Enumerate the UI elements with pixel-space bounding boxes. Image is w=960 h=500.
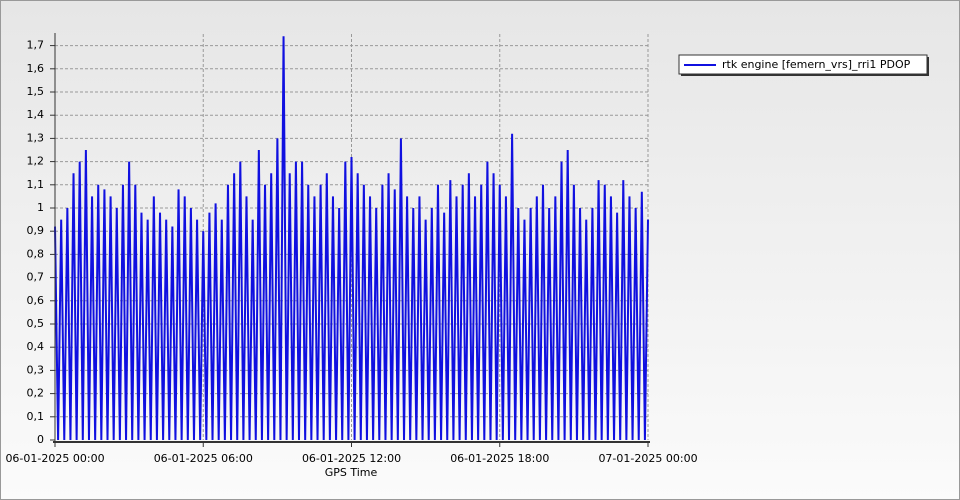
y-tick-label: 0,6 [27,294,45,307]
x-axis-title: GPS Time [325,466,378,479]
y-tick-label: 0,3 [27,363,45,376]
y-tick-label: 0,8 [27,247,45,260]
y-tick-label: 1,7 [27,39,45,52]
y-tick-label: 1,1 [27,178,45,191]
y-tick-label: 1,2 [27,155,45,168]
y-tick-label: 0,5 [27,317,45,330]
y-tick-label: 1 [37,201,44,214]
series-line [54,36,649,441]
x-tick-label: 07-01-2025 00:00 [598,452,697,465]
y-tick-label: 1,4 [27,108,45,121]
y-tick-label: 1,5 [27,85,45,98]
y-tick-label: 0,4 [27,340,45,353]
y-tick-label: 0 [37,433,44,446]
x-tick-label: 06-01-2025 18:00 [450,452,549,465]
y-tick-label: 0,1 [27,410,45,423]
x-tick-label: 06-01-2025 12:00 [302,452,401,465]
y-tick-label: 1,3 [27,131,45,144]
y-tick-label: 0,7 [27,271,45,284]
legend [678,54,928,75]
y-tick-label: 0,2 [27,387,45,400]
x-tick-label: 06-01-2025 06:00 [154,452,253,465]
y-tick-label: 1,6 [27,62,45,75]
legend-label: rtk engine [femern_vrs]_rri1 PDOP [722,58,911,71]
x-tick-label: 06-01-2025 00:00 [5,452,104,465]
y-tick-label: 0,9 [27,224,45,237]
